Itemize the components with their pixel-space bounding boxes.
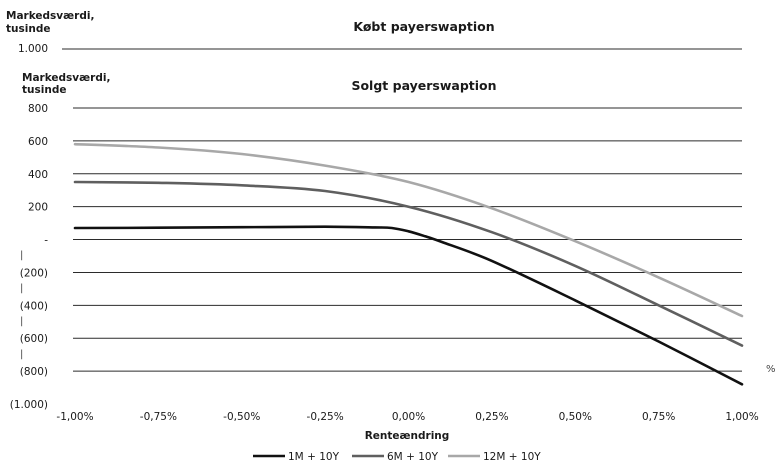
legend-label: 12M + 10Y — [483, 451, 541, 463]
series-line-1 — [73, 225, 744, 386]
background-y-tick-top: 1.000 — [18, 43, 48, 55]
legend: 1M + 10Y 6M + 10Y 12M + 10Y — [253, 451, 541, 463]
x-tick-label: 0,50% — [559, 411, 592, 423]
y-tick-label: 200 — [28, 202, 48, 214]
x-tick-label: -0,25% — [307, 411, 344, 423]
background-y-axis-label-line2: tusinde — [6, 23, 50, 35]
y-tick-label: (400) — [20, 300, 48, 312]
x-tick-label: -0,50% — [223, 411, 260, 423]
legend-label: 6M + 10Y — [387, 451, 439, 463]
series-lines — [73, 142, 744, 386]
series-line-2 — [73, 180, 744, 347]
background-chart-title: Købt payerswaption — [353, 19, 494, 34]
y-tick-label: (800) — [20, 366, 48, 378]
x-tick-labels: -1,00% -0,75% -0,50% -0,25% 0,00% 0,25% 0,50% 0… — [56, 411, 758, 423]
x-axis-label: Renteændring — [365, 430, 450, 442]
x-tick-label: 0,25% — [475, 411, 508, 423]
background-y-axis-label-line1: Markedsværdi, — [6, 10, 94, 22]
y-tick-labels: 800 600 400 200 - (200) (400) (600) (800) (1.000) — [10, 103, 48, 411]
x-tick-label: 1,00% — [725, 411, 758, 423]
overlap-artifact-mark: | — [20, 349, 23, 360]
x-tick-label: -0,75% — [140, 411, 177, 423]
overlap-artifact-mark: | — [20, 283, 23, 294]
chart-title: Solgt payerswaption — [351, 78, 496, 93]
overlap-artifact-mark: % — [766, 364, 775, 375]
y-tick-label: 400 — [28, 169, 48, 181]
y-tick-label: (600) — [20, 333, 48, 345]
overlap-artifact-mark: | — [20, 316, 23, 327]
x-tick-label: 0,00% — [392, 411, 425, 423]
series-line-3 — [73, 142, 744, 318]
x-tick-label: 0,75% — [642, 411, 675, 423]
y-tick-label: 600 — [28, 136, 48, 148]
x-tick-label: -1,00% — [56, 411, 93, 423]
y-tick-label: (1.000) — [10, 399, 48, 411]
y-tick-label: 800 — [28, 103, 48, 115]
y-axis-label-line1: Markedsværdi, — [22, 72, 110, 84]
background-chart-header: Markedsværdi, tusinde Købt payerswaption… — [6, 10, 742, 55]
y-axis-label-line2: tusinde — [22, 84, 66, 96]
legend-label: 1M + 10Y — [288, 451, 340, 463]
y-tick-label: (200) — [20, 267, 48, 279]
overlap-artifact-mark: | — [20, 250, 23, 261]
y-tick-label: - — [44, 235, 48, 247]
